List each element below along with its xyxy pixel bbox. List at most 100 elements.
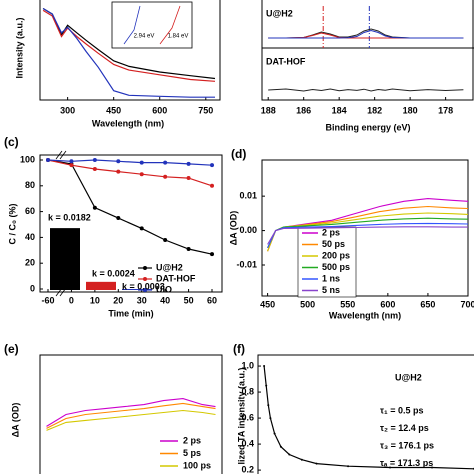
data-point — [92, 205, 97, 210]
x-tick-label: 300 — [60, 105, 75, 115]
data-point — [139, 160, 144, 165]
series-label: U@H2 — [395, 372, 422, 382]
annotation: τₐ = 171.3 ps — [380, 458, 433, 468]
data-point — [163, 160, 168, 165]
legend-label: 2 ps — [183, 435, 201, 445]
data-point — [116, 159, 121, 164]
data-point — [279, 445, 282, 448]
y-tick-label: 0.8 — [241, 386, 254, 396]
y-tick-label: 100 — [20, 154, 35, 164]
y-tick-label: 60 — [25, 206, 35, 216]
series-line — [47, 159, 213, 166]
x-tick-label: 186 — [296, 105, 311, 115]
series-line — [42, 9, 216, 82]
bar — [86, 281, 116, 290]
x-axis-label: Time (min) — [108, 308, 153, 318]
plot-frame — [39, 154, 223, 293]
inset-curve — [159, 5, 181, 45]
data-point — [116, 169, 121, 174]
x-tick-label: 700 — [460, 299, 474, 309]
bar — [122, 288, 152, 290]
data-point — [263, 365, 266, 368]
legend-label: 200 ps — [322, 250, 350, 260]
data-point — [347, 465, 350, 468]
legend-label: 500 ps — [322, 262, 350, 272]
x-axis-label: Wavelength (nm) — [92, 118, 164, 128]
data-point — [300, 458, 303, 461]
series-line — [46, 398, 216, 427]
panel-label: (d) — [231, 147, 246, 161]
series-label: DAT-HOF — [266, 56, 306, 66]
series-label: U@H2 — [266, 8, 293, 18]
legend-label: 2 ps — [322, 227, 340, 237]
annotation: 1.84 eV — [168, 34, 189, 40]
x-tick-label: 50 — [184, 295, 194, 305]
bar — [50, 228, 80, 290]
series-line — [267, 226, 468, 245]
x-tick-label: -60 — [41, 295, 54, 305]
y-axis-label: ΔA (OD) — [10, 403, 20, 438]
data-point — [210, 252, 215, 257]
x-tick-label: 10 — [90, 295, 100, 305]
data-point — [116, 216, 121, 221]
x-tick-label: 650 — [420, 299, 435, 309]
x-tick-label: 550 — [340, 299, 355, 309]
series-line — [46, 402, 216, 429]
x-tick-label: 750 — [198, 105, 213, 115]
data-point — [163, 237, 168, 242]
series-line — [42, 7, 216, 80]
data-point — [288, 453, 291, 456]
x-axis-label: Binding energy (eV) — [325, 122, 410, 132]
y-tick-label: 0.01 — [239, 191, 257, 201]
panel-label: (e) — [4, 342, 19, 356]
x-tick-label: 0 — [69, 295, 74, 305]
x-tick-label: 600 — [380, 299, 395, 309]
inset-frame — [111, 1, 193, 49]
x-tick-label: 500 — [300, 299, 315, 309]
legend-label: DAT-HOF — [156, 273, 196, 283]
y-axis-label: Intensity (a.u.) — [14, 17, 24, 78]
data-point — [186, 247, 191, 252]
data-point — [139, 172, 144, 177]
series-line — [268, 88, 464, 92]
data-point — [210, 163, 215, 168]
y-tick-label: 0.6 — [241, 412, 254, 422]
data-point — [92, 158, 97, 162]
data-point — [69, 163, 74, 168]
legend-marker — [143, 266, 147, 270]
y-tick-label: 0.4 — [241, 438, 254, 448]
x-tick-label: 40 — [160, 295, 170, 305]
x-tick-label: 30 — [137, 295, 147, 305]
x-tick-label: 188 — [261, 105, 276, 115]
data-point — [269, 417, 272, 420]
data-point — [139, 226, 144, 231]
y-axis-label: lized TA intensity (a.u.) — [236, 367, 246, 464]
legend-label: UiO — [156, 284, 172, 294]
data-point — [186, 176, 191, 181]
x-tick-label: 182 — [367, 105, 382, 115]
data-point — [186, 161, 191, 166]
x-tick-label: 180 — [403, 105, 418, 115]
x-tick-label: 450 — [106, 105, 121, 115]
plot-frame — [39, 0, 221, 101]
y-tick-label: -0.01 — [236, 259, 257, 269]
legend-box — [297, 226, 357, 298]
x-tick-label: 178 — [438, 105, 453, 115]
annotation: τ₃ = 176.1 ps — [380, 440, 434, 450]
data-point — [69, 159, 74, 164]
data-point — [92, 167, 97, 172]
plot-frame — [261, 0, 474, 101]
x-tick-label: 600 — [152, 105, 167, 115]
data-point — [163, 174, 168, 179]
y-axis-label: ΔA (OD) — [228, 211, 238, 246]
y-axis-label: C / C₀ (%) — [7, 203, 17, 244]
legend-label: 1 ns — [322, 273, 340, 283]
data-point — [315, 462, 318, 465]
data-point — [265, 384, 268, 387]
legend-marker — [143, 277, 147, 281]
y-tick-label: 0 — [30, 283, 35, 293]
legend-label: 100 ps — [183, 460, 211, 470]
panel-label: (c) — [4, 135, 19, 149]
